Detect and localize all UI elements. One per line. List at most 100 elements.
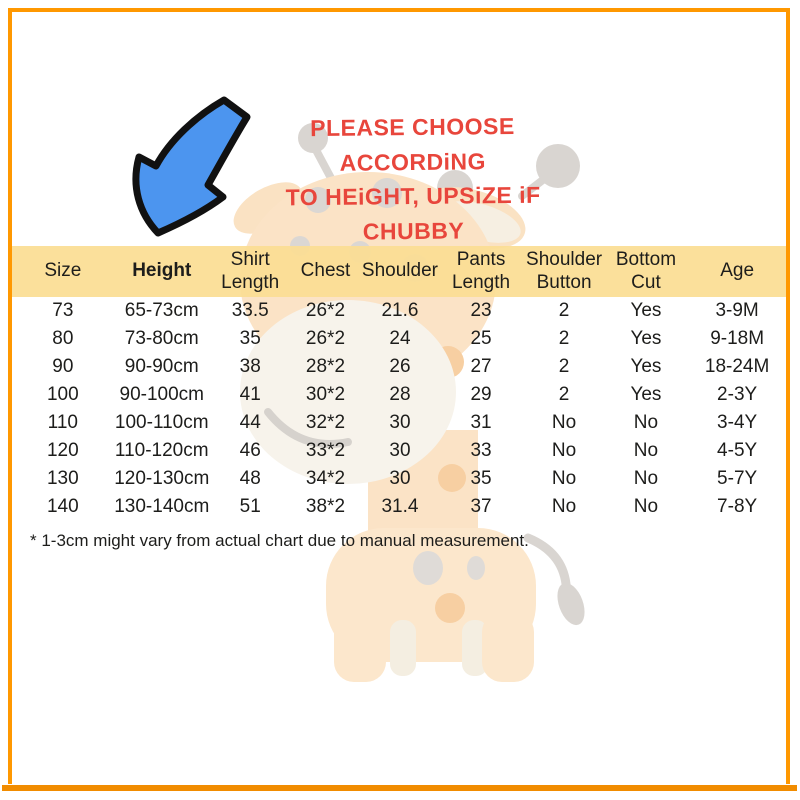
- table-cell-r2c4: 26: [389, 356, 411, 377]
- table-cell-r4c3: 32*2: [305, 412, 346, 433]
- table-cell-r2c2: 38: [239, 356, 261, 377]
- table-cell-r4c1: 100-110cm: [114, 412, 209, 433]
- table-cell-r6c6: No: [551, 468, 577, 489]
- table-cell-r4c6: No: [551, 412, 577, 433]
- table-cell-r5c1: 110-120cm: [114, 440, 209, 461]
- table-cell-r7c0: 140: [46, 496, 79, 517]
- table-cell-r3c0: 100: [46, 384, 79, 405]
- giraffe-spot: [413, 551, 443, 585]
- table-cell-r1c3: 26*2: [305, 328, 346, 349]
- frame-bottom-bar: [2, 785, 797, 791]
- table-cell-r0c3: 26*2: [305, 300, 346, 321]
- table-cell-r5c5: 33: [470, 440, 492, 461]
- table-cell-r4c7: No: [633, 412, 659, 433]
- table-cell-r2c1: 90-90cm: [124, 356, 199, 377]
- column-header-pants-length: Pants Length: [439, 246, 523, 297]
- table-cell-r5c8: 4-5Y: [717, 440, 758, 461]
- giraffe-tail: [523, 533, 571, 589]
- table-cell-r6c2: 48: [239, 468, 261, 489]
- sizing-note-line1: PLEASE CHOOSE ACCORDiNG: [310, 112, 515, 176]
- column-header-shirt-length: Shirt Length: [209, 246, 291, 297]
- table-cell-r4c5: 31: [470, 412, 492, 433]
- giraffe-smile: [264, 408, 352, 448]
- table-cell-r1c4: 24: [389, 328, 411, 349]
- table-cell-r2c3: 28*2: [305, 356, 346, 377]
- giraffe-leg: [482, 612, 534, 682]
- down-left-arrow-icon: [132, 96, 251, 237]
- column-header-chest: Chest: [290, 246, 361, 297]
- table-cell-r3c7: Yes: [630, 384, 662, 405]
- giraffe-spot: [305, 187, 331, 213]
- table-cell-r7c2: 51: [239, 496, 261, 517]
- table-cell-r7c1: 130-140cm: [114, 496, 210, 517]
- table-cell-r6c0: 130: [46, 468, 79, 489]
- table-cell-r6c8: 5-7Y: [717, 468, 758, 489]
- table-cell-r0c2: 33.5: [231, 300, 269, 321]
- giraffe-leg: [390, 620, 416, 676]
- column-header-shoulder: Shoulder: [360, 246, 440, 297]
- table-cell-r5c2: 46: [239, 440, 261, 461]
- table-cell-r2c8: 18-24M: [704, 356, 770, 377]
- table-cell-r6c7: No: [633, 468, 659, 489]
- giraffe-spot: [467, 556, 485, 580]
- giraffe-ossicone: [312, 146, 336, 184]
- table-cell-r7c8: 7-8Y: [717, 496, 758, 517]
- table-cell-r4c8: 3-4Y: [717, 412, 758, 433]
- column-header-size: Size: [12, 246, 114, 297]
- table-cell-r1c8: 9-18M: [710, 328, 765, 349]
- table-cell-r7c7: No: [633, 496, 659, 517]
- table-cell-r1c2: 35: [239, 328, 261, 349]
- table-cell-r6c1: 120-130cm: [114, 468, 210, 489]
- table-cell-r6c3: 34*2: [305, 468, 346, 489]
- table-cell-r5c7: No: [633, 440, 659, 461]
- table-cell-r3c8: 2-3Y: [717, 384, 758, 405]
- column-header-shoulder-button: Shoulder Button: [522, 246, 606, 297]
- column-header-bottom-cut: Bottom Cut: [605, 246, 687, 297]
- column-header-age: Age: [686, 246, 788, 297]
- table-cell-r5c0: 120: [46, 440, 79, 461]
- sizing-note: PLEASE CHOOSE ACCORDiNG TO HEiGHT, UPSiZ…: [245, 108, 580, 249]
- table-cell-r3c4: 28: [389, 384, 411, 405]
- giraffe-ear: [233, 182, 303, 234]
- table-cell-r0c8: 3-9M: [715, 300, 759, 321]
- table-cell-r6c4: 30: [389, 468, 411, 489]
- table-cell-r3c6: 2: [558, 384, 570, 405]
- giraffe-spot: [435, 593, 465, 623]
- giraffe-neck-spot: [438, 464, 466, 492]
- table-cell-r3c3: 30*2: [305, 384, 346, 405]
- size-table: Size Height Shirt Length Chest Shoulder Pants…: [12, 246, 788, 521]
- table-cell-r3c1: 90-100cm: [119, 384, 205, 405]
- table-cell-r1c7: Yes: [630, 328, 662, 349]
- table-cell-r2c7: Yes: [630, 356, 662, 377]
- table-cell-r0c1: 65-73cm: [124, 300, 199, 321]
- table-cell-r2c5: 27: [470, 356, 492, 377]
- table-cell-r0c0: 73: [52, 300, 74, 321]
- table-cell-r4c0: 110: [47, 412, 78, 433]
- table-cell-r1c0: 80: [52, 328, 74, 349]
- table-cell-r5c3: 33*2: [305, 440, 346, 461]
- giraffe-ossicone-tip: [536, 144, 580, 188]
- table-cell-r4c2: 44: [239, 412, 261, 433]
- column-header-height: Height: [113, 246, 210, 297]
- sizing-note-line2: TO HEiGHT, UPSiZE iF CHUBBY: [285, 181, 541, 245]
- table-cell-r5c4: 30: [389, 440, 411, 461]
- table-cell-r5c6: No: [551, 440, 577, 461]
- giraffe-spot: [372, 178, 402, 208]
- table-cell-r0c5: 23: [470, 300, 492, 321]
- giraffe-ossicone-tip: [298, 123, 328, 153]
- table-cell-r7c5: 37: [470, 496, 492, 517]
- giraffe-tail-tip: [557, 582, 585, 626]
- table-cell-r4c4: 30: [389, 412, 411, 433]
- table-cell-r2c0: 90: [52, 356, 74, 377]
- table-cell-r2c6: 2: [558, 356, 570, 377]
- table-cell-r3c5: 29: [470, 384, 492, 405]
- giraffe-leg: [462, 620, 488, 676]
- measurement-footnote: * 1-3cm might vary from actual chart due…: [30, 531, 529, 550]
- table-cell-r7c3: 38*2: [305, 496, 346, 517]
- table-cell-r7c6: No: [551, 496, 577, 517]
- table-cell-r0c4: 21.6: [381, 300, 419, 321]
- table-cell-r0c6: 2: [558, 300, 570, 321]
- table-cell-r3c2: 41: [239, 384, 261, 405]
- table-cell-r1c5: 25: [470, 328, 492, 349]
- table-cell-r6c5: 35: [470, 468, 492, 489]
